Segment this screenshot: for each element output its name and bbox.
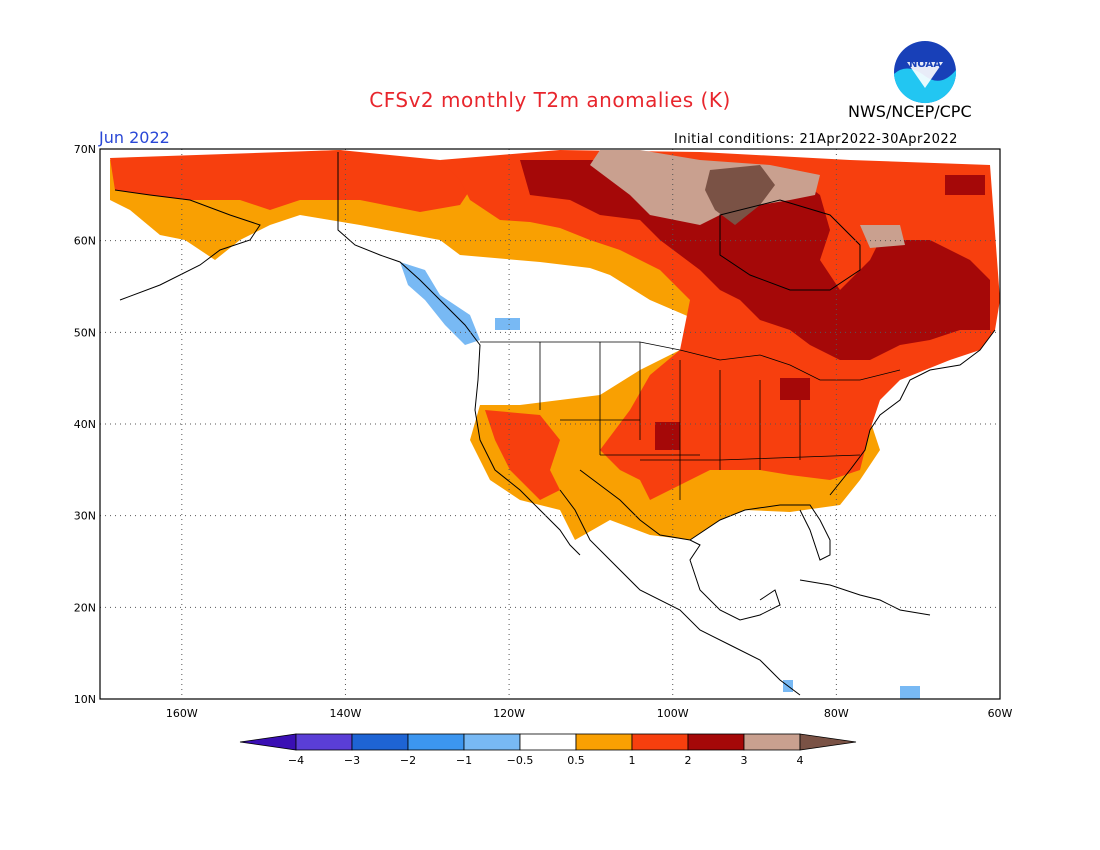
anomaly-field	[110, 150, 1000, 699]
latitude-labels: 10N 20N 30N 40N 50N 60N 70N	[74, 143, 96, 706]
gridlines	[100, 149, 1000, 699]
lat-tick-label: 40N	[74, 418, 96, 431]
colorbar-label: 1	[629, 754, 636, 767]
colorbar-swatch	[575, 733, 633, 751]
colorbar: −4 −3 −2 −1 −0.5 0.5 1 2 3 4	[239, 733, 857, 767]
valid-month: Jun 2022	[99, 128, 170, 147]
anomaly-patch-arctic-canada	[440, 150, 1000, 500]
anomaly-patch-southwest-us	[485, 410, 560, 500]
lat-tick-label: 60N	[74, 235, 96, 248]
logo-text: NOAA	[909, 59, 941, 70]
colorbar-swatch	[687, 733, 745, 751]
lon-tick-label: 60W	[988, 707, 1013, 720]
lat-tick-label: 20N	[74, 601, 96, 614]
colorbar-swatch	[743, 733, 801, 751]
colorbar-swatch	[631, 733, 689, 751]
lat-tick-label: 50N	[74, 326, 96, 339]
anomaly-patch-arctic-core	[705, 165, 775, 225]
lat-tick-label: 30N	[74, 510, 96, 523]
agency-label: NWS/NCEP/CPC	[848, 102, 972, 121]
lat-tick-label: 70N	[74, 143, 96, 156]
colorbar-label: −4	[288, 754, 304, 767]
colorbar-swatch	[519, 733, 577, 751]
lon-tick-label: 80W	[824, 707, 849, 720]
anomaly-patch-great-plains	[655, 422, 680, 450]
colorbar-max-arrow	[799, 733, 857, 751]
colorbar-min-arrow	[239, 733, 297, 751]
map-title: CFSv2 monthly T2m anomalies (K)	[369, 88, 731, 112]
colorbar-swatch	[295, 733, 353, 751]
colorbar-label: 0.5	[567, 754, 585, 767]
initial-conditions: Initial conditions: 21Apr2022-30Apr2022	[674, 132, 958, 147]
lon-tick-label: 140W	[330, 707, 362, 720]
colorbar-swatch	[351, 733, 409, 751]
noaa-logo: NOAA	[894, 41, 957, 104]
colorbar-label: 2	[685, 754, 692, 767]
lon-tick-label: 120W	[493, 707, 525, 720]
lon-tick-label: 100W	[657, 707, 689, 720]
anomaly-patch-baffin	[860, 225, 905, 248]
political-borders	[480, 341, 901, 500]
lon-tick-label: 160W	[166, 707, 198, 720]
longitude-labels: 160W 140W 120W 100W 80W 60W	[166, 707, 1013, 720]
neutral-patch-bc-prairies	[340, 235, 660, 345]
colorbar-label: −3	[344, 754, 360, 767]
colorbar-label: 4	[797, 754, 804, 767]
colorbar-swatch	[407, 733, 465, 751]
colorbar-label: −0.5	[507, 754, 534, 767]
anomaly-patch-caribbean	[900, 686, 920, 699]
anomaly-patch-alaska-north	[110, 150, 480, 212]
anomaly-patch-far-east	[945, 175, 985, 195]
anomaly-patch-great-lakes	[780, 378, 810, 400]
colorbar-label: −1	[456, 754, 472, 767]
anomaly-patch-northern-canada	[520, 160, 990, 360]
colorbar-swatch	[463, 733, 521, 751]
map-frame	[99, 148, 1001, 700]
anomaly-patch-bc-inland	[495, 318, 520, 330]
coastlines	[114, 152, 996, 696]
colorbar-label: 3	[741, 754, 748, 767]
colorbar-label: −2	[400, 754, 416, 767]
lat-tick-label: 10N	[74, 693, 96, 706]
anomaly-patch-bc-coast	[400, 262, 480, 345]
